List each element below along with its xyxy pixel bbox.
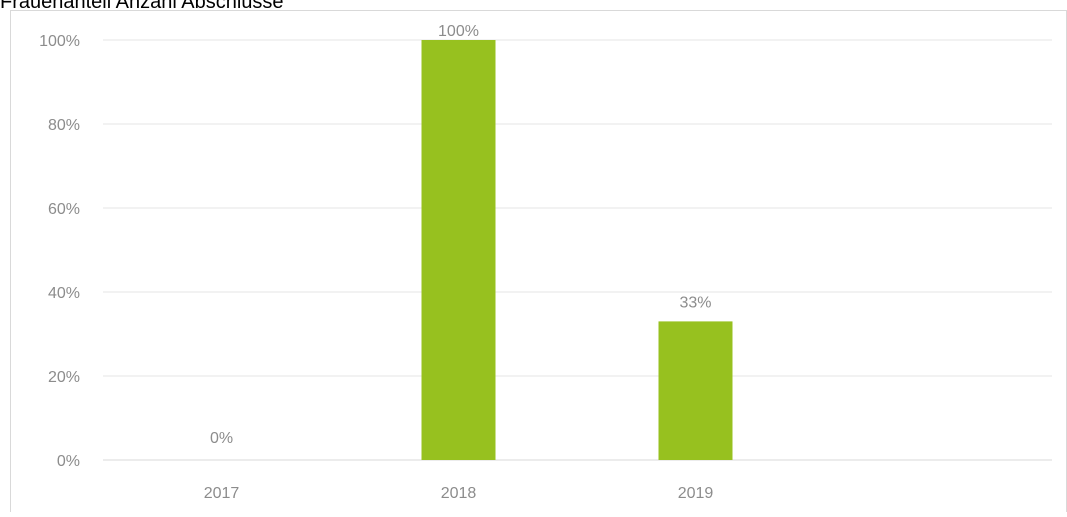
data-label-2018: 100% <box>438 23 479 40</box>
chart-frame <box>10 10 1067 517</box>
x-tick-label: 2017 <box>204 485 240 502</box>
y-tick-label: 60% <box>48 201 80 218</box>
y-tick-label: 40% <box>48 285 80 302</box>
gridlines <box>103 39 1052 461</box>
data-labels: 0% 100% 33% <box>210 23 712 447</box>
y-tick-label: 80% <box>48 117 80 134</box>
bars <box>421 40 733 460</box>
y-tick-label: 0% <box>57 453 80 470</box>
chart-title: Frauenanteil Anzahl Abschlüsse <box>0 0 284 13</box>
y-tick-label: 100% <box>39 33 80 50</box>
bar-2018 <box>421 40 496 460</box>
data-label-2019: 33% <box>679 294 711 311</box>
bar-2019 <box>658 321 733 460</box>
x-tick-label: 2018 <box>441 485 477 502</box>
data-label-2017: 0% <box>210 430 233 447</box>
y-axis-ticks: 0% 20% 40% 60% 80% 100% <box>39 33 80 470</box>
y-tick-label: 20% <box>48 369 80 386</box>
x-tick-label: 2019 <box>678 485 714 502</box>
x-axis-ticks: 2017 2018 2019 <box>204 485 714 502</box>
